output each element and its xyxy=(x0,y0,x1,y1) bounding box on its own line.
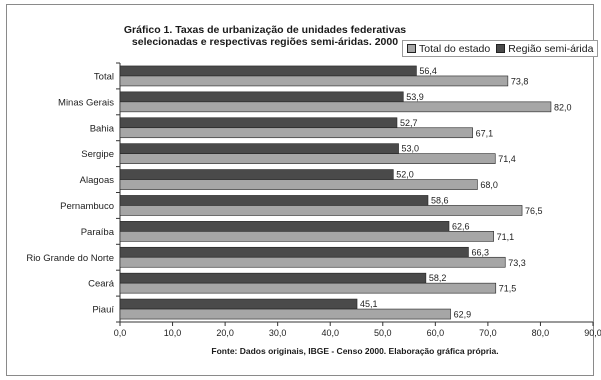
bar-total-estado xyxy=(119,256,506,268)
bar-semi-arida xyxy=(119,143,399,154)
bar-semi-arida xyxy=(119,117,398,129)
bar-semi-arida xyxy=(119,195,429,206)
data-label-total-estado: 82,0 xyxy=(554,102,572,112)
bar-total-estado xyxy=(119,231,494,242)
legend-swatch-total-estado xyxy=(407,44,416,53)
bar-total-estado xyxy=(119,308,451,320)
bar-semi-arida xyxy=(119,91,404,103)
bar-semi-arida xyxy=(119,221,450,232)
category-label: Sergipe xyxy=(81,149,114,160)
x-tick-label: 60,0 xyxy=(427,328,445,338)
data-label-total-estado: 73,3 xyxy=(508,258,526,268)
bar-total-estado xyxy=(119,153,496,164)
legend-label-total-estado: Total do estado xyxy=(419,42,491,55)
x-tick-label: 40,0 xyxy=(321,328,339,338)
x-tick-label: 50,0 xyxy=(374,328,392,338)
bar-total-estado xyxy=(119,101,552,113)
data-label-total-estado: 62,9 xyxy=(454,310,472,320)
data-label-total-estado: 76,5 xyxy=(525,206,543,216)
x-tick-label: 0,0 xyxy=(114,328,127,338)
data-label-semi-arida: 52,7 xyxy=(400,118,418,128)
bar-semi-arida xyxy=(119,272,427,284)
category-label: Pernambuco xyxy=(60,201,114,212)
data-label-total-estado: 71,4 xyxy=(498,154,516,164)
bar-semi-arida xyxy=(119,65,417,77)
data-label-semi-arida: 52,0 xyxy=(396,170,414,180)
legend-item-semi-arida: Região semi-árida xyxy=(496,43,593,55)
bar-total-estado xyxy=(119,205,523,216)
category-label: Ceará xyxy=(88,279,115,290)
data-label-semi-arida: 66,3 xyxy=(471,247,489,257)
bar-semi-arida xyxy=(119,246,469,258)
x-tick-label: 30,0 xyxy=(269,328,287,338)
data-label-total-estado: 73,8 xyxy=(511,76,529,86)
bar-semi-arida xyxy=(119,298,358,310)
bar-total-estado xyxy=(119,127,473,139)
data-label-semi-arida: 56,4 xyxy=(419,66,437,76)
data-label-semi-arida: 62,6 xyxy=(452,221,470,231)
data-label-semi-arida: 53,9 xyxy=(406,92,424,102)
data-label-semi-arida: 53,0 xyxy=(402,144,420,154)
chart-frame xyxy=(6,4,594,376)
category-label: Total xyxy=(94,71,114,82)
data-label-semi-arida: 45,1 xyxy=(360,299,378,309)
data-label-semi-arida: 58,2 xyxy=(429,273,447,283)
bar-total-estado xyxy=(119,75,509,87)
data-label-total-estado: 68,0 xyxy=(480,180,498,190)
chart-title-line-2: selecionadas e respectivas regiões semi-… xyxy=(131,36,399,48)
category-label: Piauí xyxy=(92,305,114,316)
data-label-total-estado: 71,1 xyxy=(497,232,515,242)
bar-total-estado xyxy=(119,179,478,190)
x-tick-label: 90,0 xyxy=(584,328,601,338)
category-label: Alagoas xyxy=(80,175,115,186)
x-tick-label: 10,0 xyxy=(164,328,182,338)
chart-source: Fonte: Dados originais, IBGE - Censo 200… xyxy=(211,346,499,356)
data-label-semi-arida: 58,6 xyxy=(431,195,449,205)
category-label: Bahia xyxy=(90,123,115,134)
x-tick-label: 70,0 xyxy=(479,328,497,338)
legend-label-semi-arida: Região semi-árida xyxy=(508,42,594,55)
category-label: Paraíba xyxy=(81,227,115,238)
x-tick-label: 80,0 xyxy=(532,328,550,338)
x-tick-label: 20,0 xyxy=(216,328,234,338)
chart-legend: Total do estado Região semi-árida xyxy=(402,40,599,57)
category-label: Minas Gerais xyxy=(58,97,114,108)
legend-swatch-semi-arida xyxy=(496,44,506,53)
chart-title-line-1: Gráfico 1. Taxas de urbanização de unida… xyxy=(123,24,407,36)
bar-total-estado xyxy=(119,282,497,294)
legend-item-total-estado: Total do estado xyxy=(407,43,490,55)
chart-title: Gráfico 1. Taxas de urbanização de unida… xyxy=(120,24,410,48)
category-label: Rio Grande do Norte xyxy=(26,253,114,264)
bar-semi-arida xyxy=(119,169,394,180)
data-label-total-estado: 67,1 xyxy=(476,128,494,138)
data-label-total-estado: 71,5 xyxy=(499,284,517,294)
